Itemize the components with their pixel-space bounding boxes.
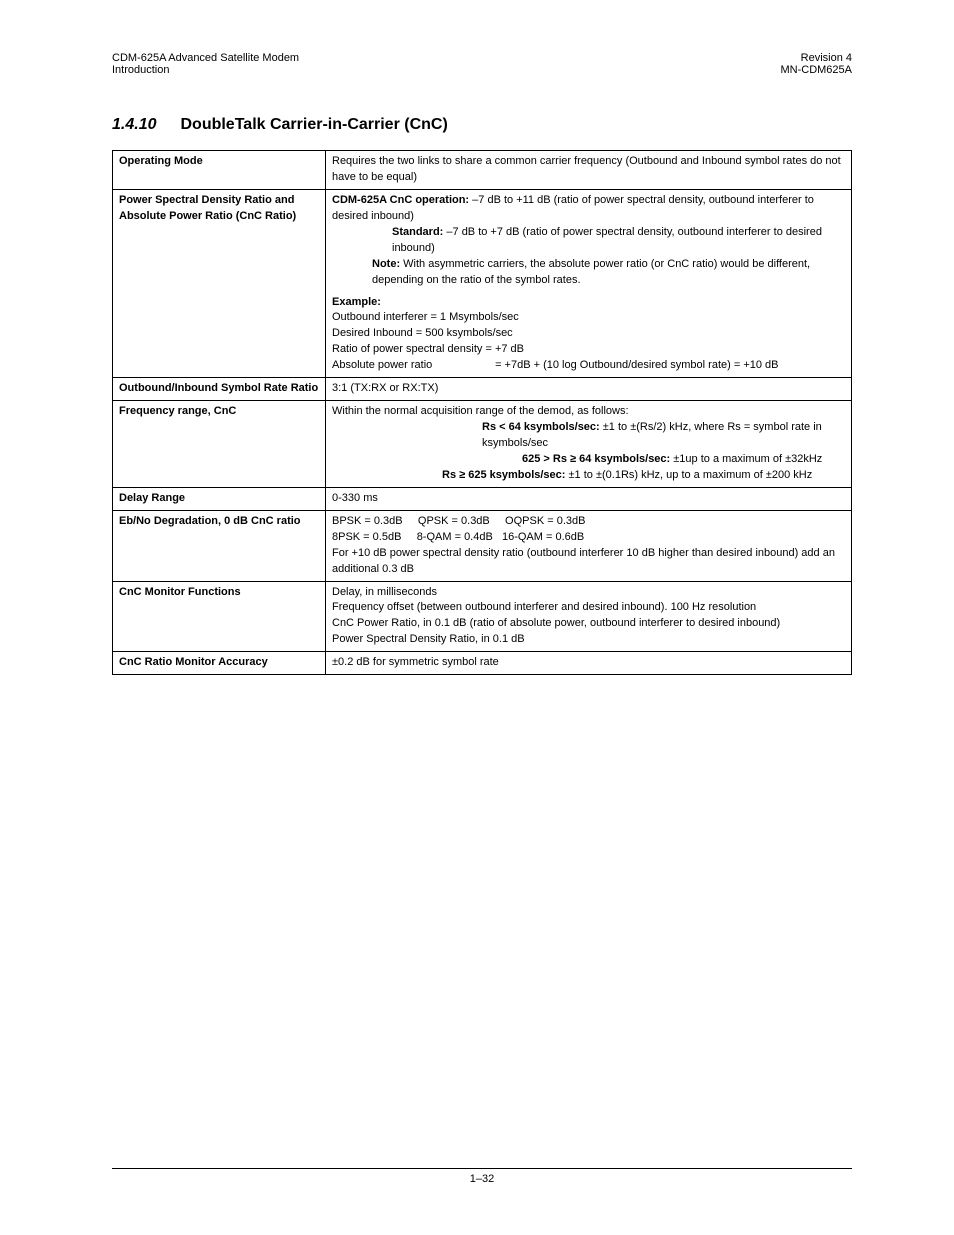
ebno-l3: For +10 dB power spectral density ratio … (332, 546, 845, 578)
table-row: Outbound/Inbound Symbol Rate Ratio 3:1 (… (113, 378, 852, 401)
psd-ex-l4-a: Absolute power ratio (332, 358, 492, 374)
header-subline: Introduction MN-CDM625A (112, 64, 852, 76)
cell-value-symratio: 3:1 (TX:RX or RX:TX) (326, 378, 852, 401)
header-revision: Revision 4 (801, 52, 852, 64)
mon-l1: Delay, in milliseconds (332, 585, 845, 601)
psd-ex-l4-b: = +7dB + (10 log Outbound/desired symbol… (495, 359, 778, 371)
cell-value-delay: 0-330 ms (326, 487, 852, 510)
freq-l2-bold: Rs < 64 ksymbols/sec: (482, 421, 600, 433)
ebno-l2: 8PSK = 0.5dB 8-QAM = 0.4dB 16-QAM = 0.6d… (332, 530, 845, 546)
psd-ex-l4: Absolute power ratio = +7dB + (10 log Ou… (332, 358, 845, 374)
page: CDM-625A Advanced Satellite Modem Revisi… (0, 0, 954, 1235)
table-row: Operating Mode Requires the two links to… (113, 151, 852, 190)
table-row: CnC Monitor Functions Delay, in millisec… (113, 581, 852, 652)
section-number: 1.4.10 (112, 116, 156, 133)
freq-l3: 625 > Rs ≥ 64 ksymbols/sec: ±1up to a ma… (332, 452, 845, 468)
psd-line-2: Standard: –7 dB to +7 dB (ratio of power… (332, 225, 845, 257)
freq-l4-bold: Rs ≥ 625 ksymbols/sec: (442, 469, 565, 481)
page-header: CDM-625A Advanced Satellite Modem Revisi… (112, 52, 852, 76)
freq-l2: Rs < 64 ksymbols/sec: ±1 to ±(Rs/2) kHz,… (332, 420, 845, 452)
psd-line-1: CDM-625A CnC operation: –7 dB to +11 dB … (332, 193, 845, 225)
header-product: CDM-625A Advanced Satellite Modem (112, 52, 299, 64)
cell-value-monitor: Delay, in milliseconds Frequency offset … (326, 581, 852, 652)
table-row: Delay Range 0-330 ms (113, 487, 852, 510)
cell-value-psd: CDM-625A CnC operation: –7 dB to +11 dB … (326, 189, 852, 377)
cell-label-freq: Frequency range, CnC (113, 401, 326, 488)
cell-label-monitor: CnC Monitor Functions (113, 581, 326, 652)
cell-value-ebno: BPSK = 0.3dB QPSK = 0.3dB OQPSK = 0.3dB … (326, 510, 852, 581)
page-number: 1–32 (470, 1173, 494, 1185)
cell-value-cnc-acc: ±0.2 dB for symmetric symbol rate (326, 652, 852, 675)
table-row: Power Spectral Density Ratio and Absolut… (113, 189, 852, 377)
spec-table: Operating Mode Requires the two links to… (112, 150, 852, 675)
mon-l3: CnC Power Ratio, in 0.1 dB (ratio of abs… (332, 616, 845, 632)
ebno-l1: BPSK = 0.3dB QPSK = 0.3dB OQPSK = 0.3dB (332, 514, 845, 530)
cell-label-symratio: Outbound/Inbound Symbol Rate Ratio (113, 378, 326, 401)
header-subtitle: Introduction (112, 64, 169, 76)
page-footer: 1–32 (112, 1168, 852, 1185)
psd-ex-l2: Desired Inbound = 500 ksymbols/sec (332, 326, 845, 342)
freq-l1: Within the normal acquisition range of t… (332, 404, 845, 420)
psd-l2-rest: –7 dB to +7 dB (ratio of power spectral … (392, 226, 822, 254)
section-heading: 1.4.10 DoubleTalk Carrier-in-Carrier (CnC… (112, 116, 448, 134)
psd-l2-bold: Standard: (392, 226, 443, 238)
freq-l4-rest: ±1 to ±(0.1Rs) kHz, up to a maximum of ±… (565, 469, 812, 481)
section-title-text: DoubleTalk Carrier-in-Carrier (CnC) (180, 116, 447, 133)
cell-label-op-mode: Operating Mode (113, 151, 326, 190)
cell-value-freq: Within the normal acquisition range of t… (326, 401, 852, 488)
psd-line-3: Note: With asymmetric carriers, the abso… (332, 257, 845, 289)
table-row: CnC Ratio Monitor Accuracy ±0.2 dB for s… (113, 652, 852, 675)
cell-label-cnc-acc: CnC Ratio Monitor Accuracy (113, 652, 326, 675)
psd-ex-l1: Outbound interferer = 1 Msymbols/sec (332, 310, 845, 326)
psd-ex-l3: Ratio of power spectral density = +7 dB (332, 342, 845, 358)
freq-l4: Rs ≥ 625 ksymbols/sec: ±1 to ±(0.1Rs) kH… (332, 468, 845, 484)
psd-l1-bold: CDM-625A CnC operation: (332, 194, 469, 206)
mon-l4: Power Spectral Density Ratio, in 0.1 dB (332, 632, 845, 648)
psd-l3-bold: Note: (372, 258, 400, 270)
cell-value-op-mode: Requires the two links to share a common… (326, 151, 852, 190)
freq-l3-rest: ±1up to a maximum of ±32kHz (670, 453, 822, 465)
table-row: Frequency range, CnC Within the normal a… (113, 401, 852, 488)
mon-l2: Frequency offset (between outbound inter… (332, 600, 845, 616)
psd-l3-rest: With asymmetric carriers, the absolute p… (372, 258, 810, 286)
psd-example-label: Example: (332, 295, 845, 311)
header-docnum: MN-CDM625A (780, 64, 852, 76)
cell-label-psd: Power Spectral Density Ratio and Absolut… (113, 189, 326, 377)
freq-l3-bold: 625 > Rs ≥ 64 ksymbols/sec: (522, 453, 670, 465)
cell-label-delay: Delay Range (113, 487, 326, 510)
cell-label-ebno: Eb/No Degradation, 0 dB CnC ratio (113, 510, 326, 581)
table-row: Eb/No Degradation, 0 dB CnC ratio BPSK =… (113, 510, 852, 581)
